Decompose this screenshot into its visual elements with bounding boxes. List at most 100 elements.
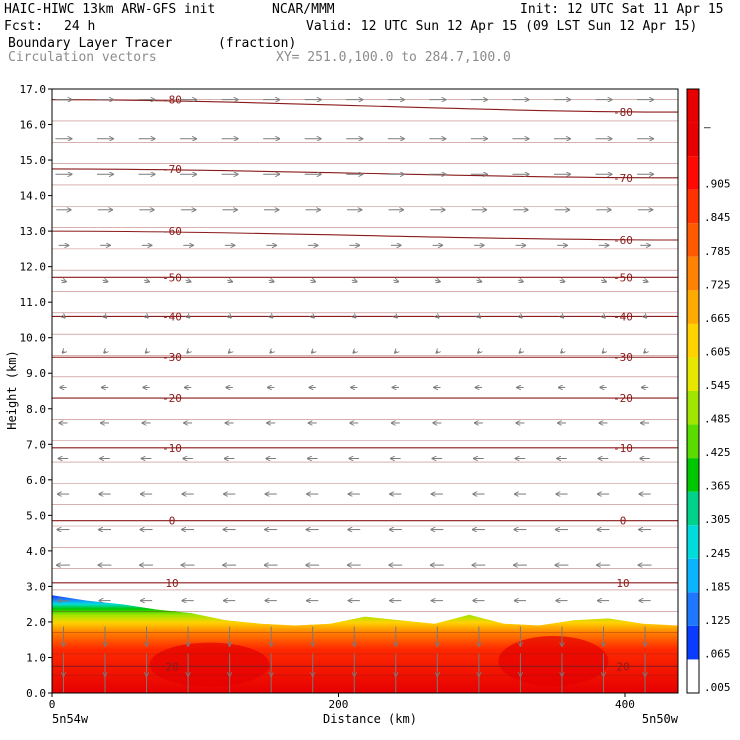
x-axis-label: Distance (km) [323,712,417,726]
y-tick-label: 2.0 [26,616,46,629]
contour-label: -10 [162,442,182,455]
wind-vector [517,280,523,282]
forecast-label: Fcst: [4,19,44,34]
wind-vector [228,315,230,317]
colorbar-label: .065 [704,647,731,660]
wind-vector [270,351,272,353]
contour-label: -60 [162,225,182,238]
y-tick-label: 14.0 [20,190,47,203]
colorbar-label: .785 [704,245,731,258]
colorbar-segment [687,625,699,660]
colorbar-segment [687,592,699,626]
tracer-core [498,636,609,687]
x-tick-label: 200 [329,698,349,711]
y-tick-label: 12.0 [20,261,47,274]
colorbar-label: .605 [704,345,731,358]
wind-vector [395,315,397,317]
contour-label: -50 [613,271,633,284]
wind-vector [559,280,565,282]
wind-vector [351,280,357,282]
contour-label: 20 [616,660,629,673]
wind-vector [187,351,189,353]
temperature-contour [52,99,678,113]
x-end-label-left: 5n54w [52,712,89,726]
temperature-contour [52,168,678,179]
contour-label: 0 [620,515,627,528]
colorbar-frame [686,88,700,694]
wind-vector [393,280,398,282]
valid-time: Valid: 12 UTC Sun 12 Apr 15 (09 LST Sun … [306,19,698,34]
y-tick-label: 1.0 [26,651,46,664]
y-axis-label: Height (km) [5,350,19,429]
contour-label: -20 [162,392,182,405]
wind-vector [644,351,646,353]
wind-vector [104,315,106,317]
wind-vector [102,280,108,282]
colorbar-segment [687,391,699,425]
y-tick-label: 15.0 [20,154,47,167]
x-end-label-right: 5n50w [642,712,679,726]
wind-vector [312,351,314,353]
field-name: Boundary Layer Tracer [8,36,173,51]
wind-vector [520,351,522,353]
colorbar-label: .245 [704,547,731,560]
wind-vector [146,351,148,353]
colorbar-segment [687,357,699,391]
colorbar-label: .005 [704,681,731,694]
contour-label: -30 [613,351,633,364]
wind-vector [600,280,606,282]
wind-vector [644,315,646,317]
colorbar-label: .425 [704,446,731,459]
cross-section-range: XY= 251.0,100.0 to 284.7,100.0 [276,50,511,65]
colorbar-label: .185 [704,580,731,593]
contour-label: -10 [613,442,633,455]
y-tick-label: 13.0 [20,225,47,238]
contour-label: -60 [613,234,633,247]
center-label: NCAR/MMM [272,2,335,17]
colorbar-label: .665 [704,312,731,325]
colorbar-segment [687,558,699,593]
wind-vector [63,351,65,353]
contour-label: 20 [165,660,178,673]
colorbar-segment [687,156,699,190]
contour-label: -30 [162,351,182,364]
wind-vector [229,351,231,353]
wind-vector [437,351,439,353]
y-tick-label: 5.0 [26,509,46,522]
contour-label: 0 [169,515,176,528]
wind-vector [478,315,480,317]
y-tick-label: 6.0 [26,474,46,487]
wind-vector [145,315,147,317]
contour-label: 10 [165,577,178,590]
wind-vector [561,351,563,353]
wind-vector [602,315,604,317]
wind-vector [395,351,397,353]
y-tick-label: 3.0 [26,580,46,593]
wind-vector [104,351,106,353]
wind-vector [187,315,189,317]
wind-vector [476,280,481,282]
contour-label: -70 [162,163,182,176]
wind-vector [434,280,440,282]
colorbar-segment [687,189,699,224]
wind-vector [312,315,314,317]
y-tick-label: 16.0 [20,119,47,132]
wind-vector [436,315,438,317]
wind-vector [353,315,355,317]
y-tick-label: 0.0 [26,687,46,700]
colorbar-label: .365 [704,480,731,493]
model-title: HAIC-HIWC 13km ARW-GFS init [4,2,216,17]
init-time: Init: 12 UTC Sat 11 Apr 15 [520,2,724,17]
vector-field-name: Circulation vectors [8,50,157,65]
x-tick-label: 400 [615,698,635,711]
contour-label: -40 [613,310,633,323]
forecast-hours: 24 h [64,19,96,34]
contour-label: -20 [613,392,633,405]
contour-label: 10 [616,577,629,590]
y-tick-label: 11.0 [20,296,47,309]
wind-vector [310,280,315,282]
wind-vector [642,280,648,282]
wind-vector [353,351,355,353]
y-tick-label: 8.0 [26,403,46,416]
